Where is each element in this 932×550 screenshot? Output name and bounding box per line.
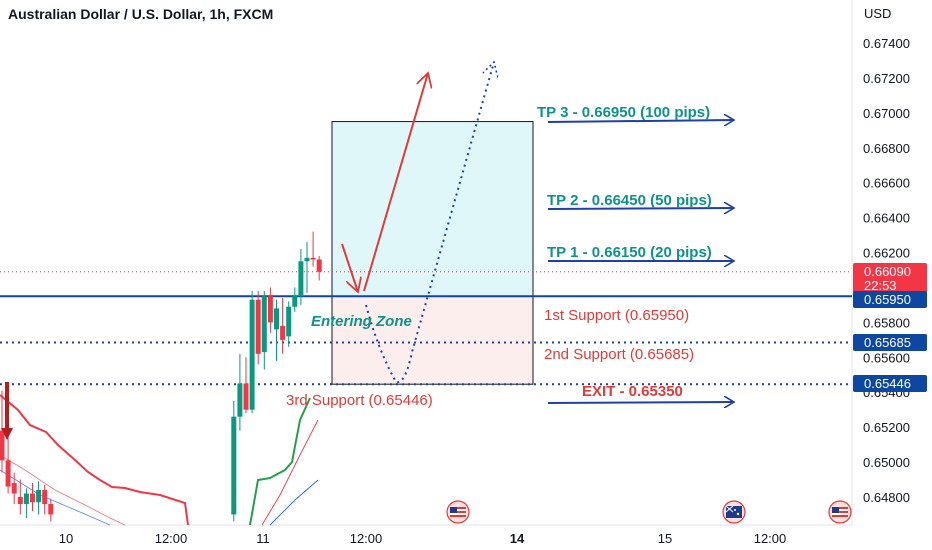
candle-body xyxy=(261,296,267,353)
candle-body xyxy=(304,257,310,262)
price-tick-label: 0.65800 xyxy=(863,315,910,330)
level1-badge-text: 0.65950 xyxy=(864,292,911,307)
indicator-line-thin-blue xyxy=(0,469,111,526)
level1-badge: 0.65950 xyxy=(853,291,927,308)
indicator-line-blue-right xyxy=(269,479,319,526)
time-tick-label: 12:00 xyxy=(754,531,787,546)
candlestick-series xyxy=(0,231,322,522)
level-lines xyxy=(0,271,852,386)
take-profit-zone xyxy=(332,121,533,297)
price-tick-label: 0.64800 xyxy=(863,490,910,505)
price-tick-label: 0.67400 xyxy=(863,36,910,51)
time-tick-label: 10 xyxy=(59,531,73,546)
candle-body xyxy=(249,299,255,410)
down-arrow-marker xyxy=(1,382,13,440)
indicator-line-green xyxy=(249,397,311,526)
candle-body xyxy=(267,296,273,323)
australia-flag-icon[interactable] xyxy=(722,500,746,524)
time-tick-label: 15 xyxy=(658,531,672,546)
candle-body xyxy=(11,483,17,494)
support1-label: 1st Support (0.65950) xyxy=(544,307,689,324)
tp2-label: TP 2 - 0.66450 (50 pips) xyxy=(547,192,712,209)
tp3-label: TP 3 - 0.66950 (100 pips) xyxy=(537,104,710,121)
time-axis[interactable]: 10 12:00 11 12:00 14 15 12:00 xyxy=(59,531,787,546)
exit-label: EXIT - 0.65350 xyxy=(582,383,683,400)
exit-arrow xyxy=(547,402,734,403)
candle-body xyxy=(17,497,23,504)
entry-zone xyxy=(331,121,534,385)
level3-badge-text: 0.65446 xyxy=(864,376,911,391)
level2-badge-text: 0.65685 xyxy=(864,335,911,350)
candle-body xyxy=(298,261,304,297)
price-tick-label: 0.66200 xyxy=(863,246,910,261)
level2-badge: 0.65685 xyxy=(853,334,927,351)
currency-label: USD xyxy=(864,6,892,21)
us-flag-icon[interactable] xyxy=(446,500,470,524)
candle-body xyxy=(48,503,54,515)
scenario-arrow-down xyxy=(341,243,358,292)
us-flag-icon-2[interactable] xyxy=(828,500,852,524)
price-tick-label: 0.65000 xyxy=(863,455,910,470)
candle-body xyxy=(243,383,249,410)
current-price-text: 0.66090 xyxy=(864,264,911,279)
price-tick-label: 0.67000 xyxy=(863,106,910,121)
indicator-line-red xyxy=(0,394,189,526)
tp1-label: TP 1 - 0.66150 (20 pips) xyxy=(547,244,712,261)
candle-body xyxy=(237,383,243,417)
time-tick-label: 12:00 xyxy=(350,531,383,546)
stop-loss-zone xyxy=(332,296,533,385)
price-tick-label: 0.65200 xyxy=(863,420,910,435)
support3-label: 3rd Support (0.65446) xyxy=(286,392,433,409)
time-tick-label: 11 xyxy=(256,531,270,546)
indicator-line-red-right xyxy=(261,419,319,526)
price-axis[interactable]: 0.67400 0.67200 0.67000 0.66800 0.66600 0.664… xyxy=(863,36,910,505)
tp2-arrow xyxy=(547,208,734,209)
support2-label: 2nd Support (0.65685) xyxy=(544,346,694,363)
time-tick-label: 14 xyxy=(510,531,525,546)
candle-body xyxy=(280,325,286,340)
price-tick-label: 0.66800 xyxy=(863,141,910,156)
candle-body xyxy=(0,430,5,461)
chart-title: Australian Dollar / U.S. Dollar, 1h, FXC… xyxy=(8,6,274,22)
scenario-arrow-up xyxy=(363,73,428,292)
candle-body xyxy=(255,299,261,354)
current-price-badge: 0.66090 22:53 xyxy=(853,263,927,293)
candle-body xyxy=(231,416,237,515)
candle-body xyxy=(5,460,11,487)
price-tick-label: 0.66600 xyxy=(863,176,910,191)
candle-body xyxy=(30,493,35,503)
candle-body xyxy=(23,493,29,504)
candle-body xyxy=(292,296,298,307)
countdown-text: 22:53 xyxy=(864,278,897,293)
candle-body xyxy=(316,259,322,272)
scenario-dotted-path xyxy=(365,62,494,384)
level3-badge: 0.65446 xyxy=(853,375,927,392)
price-tick-label: 0.66400 xyxy=(863,211,910,226)
candle-body xyxy=(274,308,279,330)
time-tick-label: 12:00 xyxy=(155,531,188,546)
candle-body xyxy=(310,257,316,260)
entering-zone-label: Entering Zone xyxy=(311,313,412,330)
candle-body xyxy=(42,490,48,504)
price-tick-label: 0.67200 xyxy=(863,71,910,86)
price-tick-label: 0.65600 xyxy=(863,350,910,365)
indicator-line-thin-red xyxy=(0,454,126,526)
tp3-arrow xyxy=(547,120,734,122)
candle-body xyxy=(286,306,292,337)
candle-body xyxy=(36,490,42,503)
